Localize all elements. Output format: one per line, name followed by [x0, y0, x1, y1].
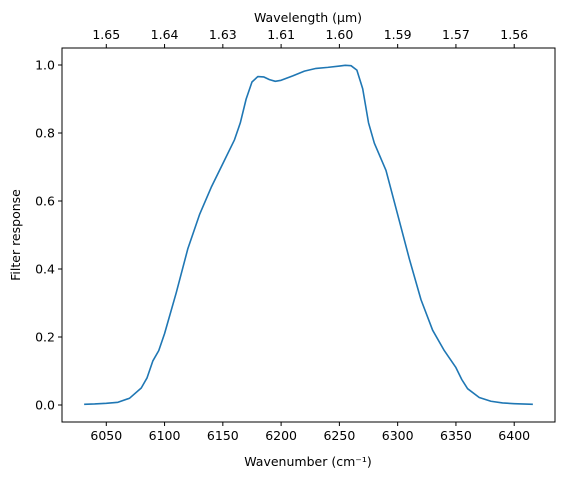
y-tick-label: 0.2	[35, 330, 55, 345]
x2-tick-label: 1.56	[500, 27, 528, 42]
x2-tick-label: 1.63	[209, 27, 237, 42]
x-tick-label: 6200	[265, 428, 297, 443]
y-tick-label: 0.4	[35, 262, 55, 277]
x-tick-label: 6150	[207, 428, 239, 443]
x-tick-label: 6100	[149, 428, 181, 443]
x2-tick-label: 1.60	[325, 27, 353, 42]
y-tick-label: 0.0	[35, 398, 55, 413]
x-tick-label: 6400	[498, 428, 530, 443]
x2-tick-label: 1.64	[151, 27, 179, 42]
data-line	[84, 64, 533, 406]
y-axis-label: Filter response	[8, 189, 23, 281]
plot-frame	[61, 47, 556, 423]
x2-tick-label: 1.59	[384, 27, 412, 42]
x-tick-label: 6250	[323, 428, 355, 443]
x2-tick-label: 1.57	[442, 27, 470, 42]
x2-tick-label: 1.61	[267, 27, 295, 42]
y-tick-label: 1.0	[35, 58, 55, 73]
x-axis-label: Wavenumber (cm⁻¹)	[244, 454, 371, 469]
y-tick-label: 0.8	[35, 126, 55, 141]
x-tick-label: 6350	[440, 428, 472, 443]
x-tick-label: 6300	[382, 428, 414, 443]
y-tick-label: 0.6	[35, 194, 55, 209]
x2-axis-label: Wavelength (μm)	[254, 10, 362, 25]
x-tick-label: 6050	[90, 428, 122, 443]
x2-tick-label: 1.65	[92, 27, 120, 42]
